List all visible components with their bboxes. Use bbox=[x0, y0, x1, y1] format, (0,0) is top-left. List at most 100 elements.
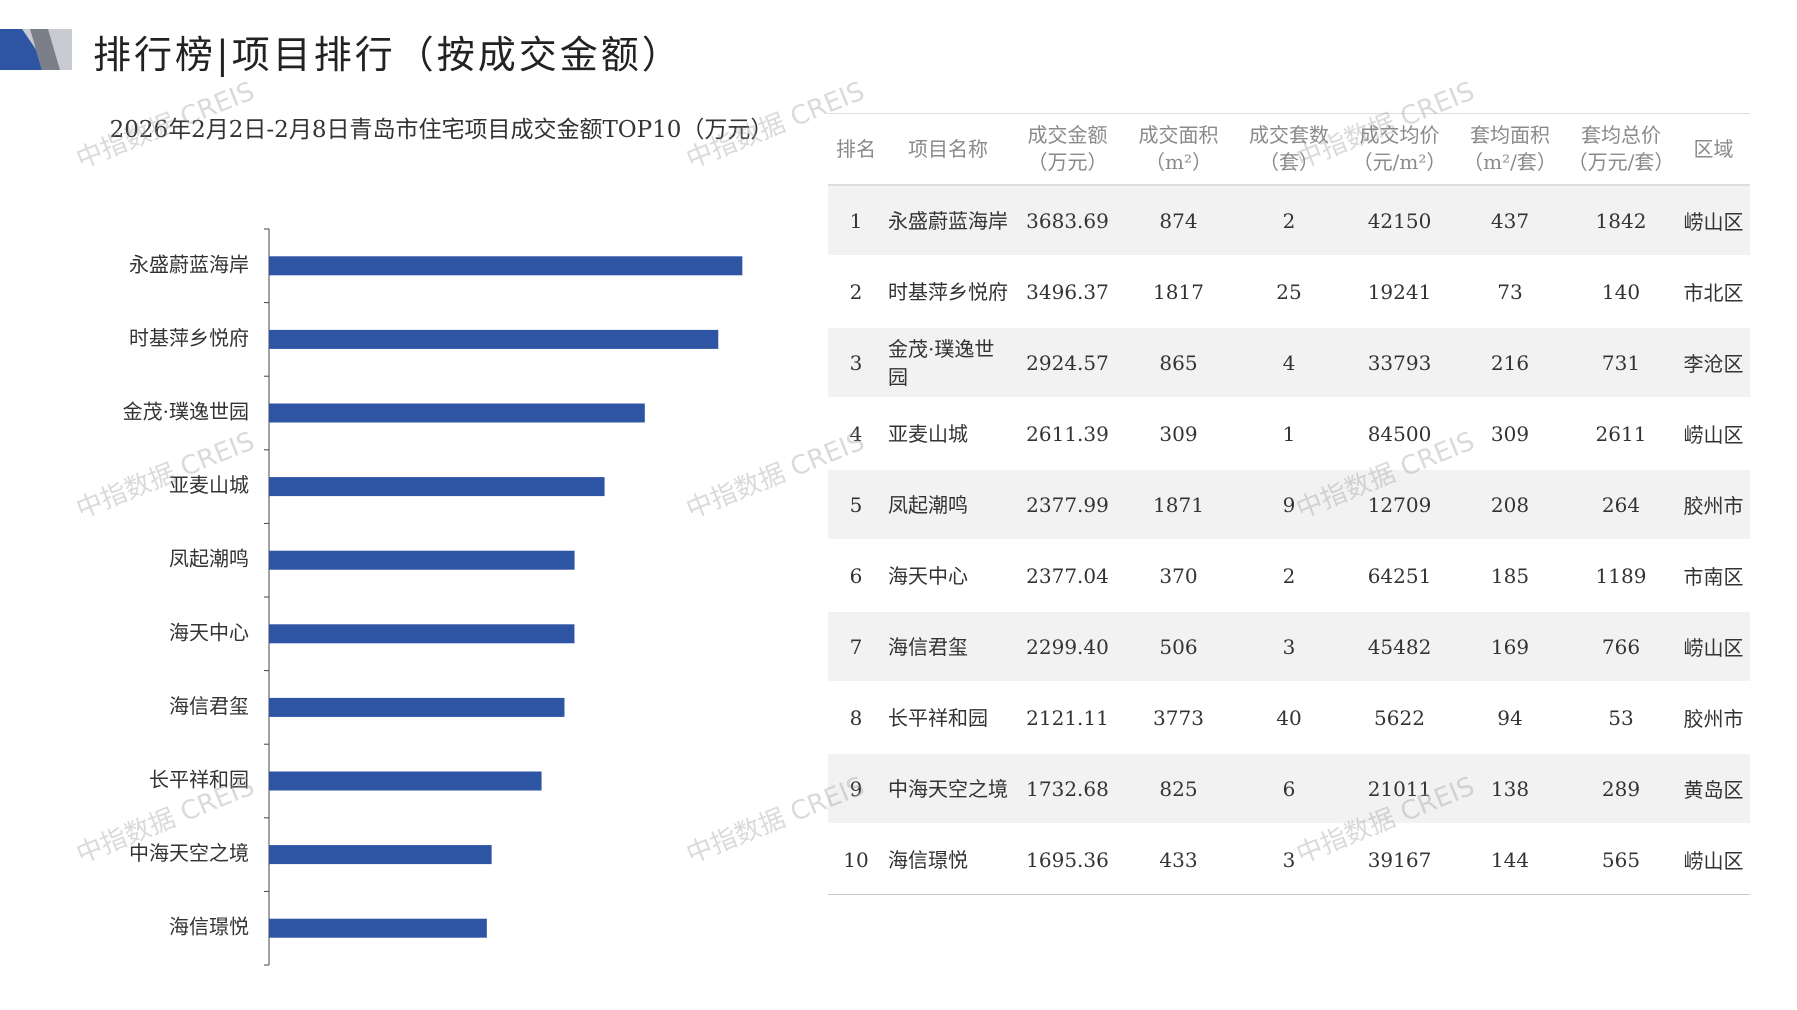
column-header: 成交均价 （元/m²） bbox=[1344, 113, 1455, 186]
table-row: 6 海天中心 2377.04 370 2 64251 185 1189 市南区 bbox=[828, 540, 1750, 612]
table-cell: 1 bbox=[1234, 398, 1344, 470]
bar bbox=[269, 918, 487, 938]
bar bbox=[269, 550, 575, 570]
y-tick-label: 凤起潮鸣 bbox=[169, 547, 249, 571]
table-cell: 3683.69 bbox=[1012, 185, 1123, 257]
table-cell: 5622 bbox=[1344, 682, 1455, 754]
table-cell: 25 bbox=[1234, 256, 1344, 328]
table-cell: 2 bbox=[1234, 540, 1344, 612]
table-cell: 10 bbox=[828, 824, 884, 895]
table-cell: 45482 bbox=[1344, 611, 1455, 683]
y-tick-label: 海天中心 bbox=[169, 620, 249, 644]
table-cell: 亚麦山城 bbox=[884, 398, 1012, 470]
table-cell: 崂山区 bbox=[1677, 398, 1750, 470]
table-cell: 金茂·璞逸世园 bbox=[884, 327, 1012, 399]
table-cell: 胶州市 bbox=[1677, 682, 1750, 754]
table-cell: 海天中心 bbox=[884, 540, 1012, 612]
column-header: 排名 bbox=[828, 113, 884, 186]
table-cell: 2299.40 bbox=[1012, 611, 1123, 683]
column-header: 套均总价 （万元/套） bbox=[1565, 113, 1677, 186]
table-row: 4 亚麦山城 2611.39 309 1 84500 309 2611 崂山区 bbox=[828, 398, 1750, 470]
y-tick-label: 永盛蔚蓝海岸 bbox=[129, 252, 249, 276]
table-cell: 506 bbox=[1123, 611, 1234, 683]
table-row: 9 中海天空之境 1732.68 825 6 21011 138 289 黄岛区 bbox=[828, 753, 1750, 825]
table-cell: 9 bbox=[828, 753, 884, 825]
table-cell: 市北区 bbox=[1677, 256, 1750, 328]
table-row: 5 凤起潮鸣 2377.99 1871 9 12709 208 264 胶州市 bbox=[828, 469, 1750, 541]
table-cell: 胶州市 bbox=[1677, 469, 1750, 541]
table-cell: 437 bbox=[1455, 185, 1565, 257]
table-cell: 6 bbox=[1234, 753, 1344, 825]
y-tick-label: 中海天空之境 bbox=[129, 841, 249, 865]
y-tick-label: 海信璟悦 bbox=[169, 915, 249, 939]
bar bbox=[269, 771, 542, 791]
table-cell: 309 bbox=[1123, 398, 1234, 470]
y-tick-label: 亚麦山城 bbox=[169, 473, 249, 497]
table-cell: 766 bbox=[1565, 611, 1677, 683]
table-cell: 19241 bbox=[1344, 256, 1455, 328]
table-cell: 2 bbox=[1234, 185, 1344, 257]
table-cell: 9 bbox=[1234, 469, 1344, 541]
table-cell: 169 bbox=[1455, 611, 1565, 683]
table-cell: 138 bbox=[1455, 753, 1565, 825]
table-cell: 433 bbox=[1123, 824, 1234, 895]
y-tick-label: 时基萍乡悦府 bbox=[129, 326, 249, 350]
table-cell: 4 bbox=[1234, 327, 1344, 399]
table-cell: 2377.04 bbox=[1012, 540, 1123, 612]
table-cell: 2611 bbox=[1565, 398, 1677, 470]
bar bbox=[269, 403, 645, 423]
table-cell: 40 bbox=[1234, 682, 1344, 754]
table-cell: 永盛蔚蓝海岸 bbox=[884, 185, 1012, 257]
table-cell: 长平祥和园 bbox=[884, 682, 1012, 754]
table-cell: 370 bbox=[1123, 540, 1234, 612]
table-cell: 2377.99 bbox=[1012, 469, 1123, 541]
column-header: 套均面积 （m²/套） bbox=[1455, 113, 1565, 186]
table-cell: 7 bbox=[828, 611, 884, 683]
table-row: 7 海信君玺 2299.40 506 3 45482 169 766 崂山区 bbox=[828, 611, 1750, 683]
table-cell: 1871 bbox=[1123, 469, 1234, 541]
table-cell: 海信君玺 bbox=[884, 611, 1012, 683]
bar bbox=[269, 624, 575, 644]
table-row: 8 长平祥和园 2121.11 3773 40 5622 94 53 胶州市 bbox=[828, 682, 1750, 754]
table-cell: 84500 bbox=[1344, 398, 1455, 470]
table-cell: 海信璟悦 bbox=[884, 824, 1012, 895]
table-cell: 874 bbox=[1123, 185, 1234, 257]
table-cell: 崂山区 bbox=[1677, 611, 1750, 683]
bar bbox=[269, 477, 605, 497]
table-cell: 42150 bbox=[1344, 185, 1455, 257]
column-header: 项目名称 bbox=[884, 113, 1012, 186]
column-header: 成交面积 （m²） bbox=[1123, 113, 1234, 186]
table-cell: 73 bbox=[1455, 256, 1565, 328]
table-cell: 2 bbox=[828, 256, 884, 328]
table-cell: 5 bbox=[828, 469, 884, 541]
table-cell: 289 bbox=[1565, 753, 1677, 825]
y-tick-label: 金茂·璞逸世园 bbox=[123, 400, 249, 424]
table-cell: 3 bbox=[1234, 611, 1344, 683]
table-cell: 33793 bbox=[1344, 327, 1455, 399]
table-cell: 1695.36 bbox=[1012, 824, 1123, 895]
table-cell: 凤起潮鸣 bbox=[884, 469, 1012, 541]
table-row: 1 永盛蔚蓝海岸 3683.69 874 2 42150 437 1842 崂山区 bbox=[828, 185, 1750, 257]
table-cell: 264 bbox=[1565, 469, 1677, 541]
column-header: 成交金额 （万元） bbox=[1012, 113, 1123, 186]
table-cell: 144 bbox=[1455, 824, 1565, 895]
column-header: 成交套数 （套） bbox=[1234, 113, 1344, 186]
table-cell: 21011 bbox=[1344, 753, 1455, 825]
table-cell: 1189 bbox=[1565, 540, 1677, 612]
chart-title: 2026年2月2日-2月8日青岛市住宅项目成交金额TOP10（万元） bbox=[109, 117, 774, 143]
bar bbox=[269, 256, 743, 276]
table-cell: 731 bbox=[1565, 327, 1677, 399]
table-cell: 94 bbox=[1455, 682, 1565, 754]
table-cell: 565 bbox=[1565, 824, 1677, 895]
table-cell: 309 bbox=[1455, 398, 1565, 470]
table-cell: 185 bbox=[1455, 540, 1565, 612]
table-row: 3 金茂·璞逸世园 2924.57 865 4 33793 216 731 李沧区 bbox=[828, 327, 1750, 399]
table-cell: 208 bbox=[1455, 469, 1565, 541]
bar bbox=[269, 329, 719, 349]
table-cell: 4 bbox=[828, 398, 884, 470]
table-cell: 3496.37 bbox=[1012, 256, 1123, 328]
column-header: 区域 bbox=[1677, 113, 1750, 186]
table-cell: 216 bbox=[1455, 327, 1565, 399]
table-cell: 12709 bbox=[1344, 469, 1455, 541]
